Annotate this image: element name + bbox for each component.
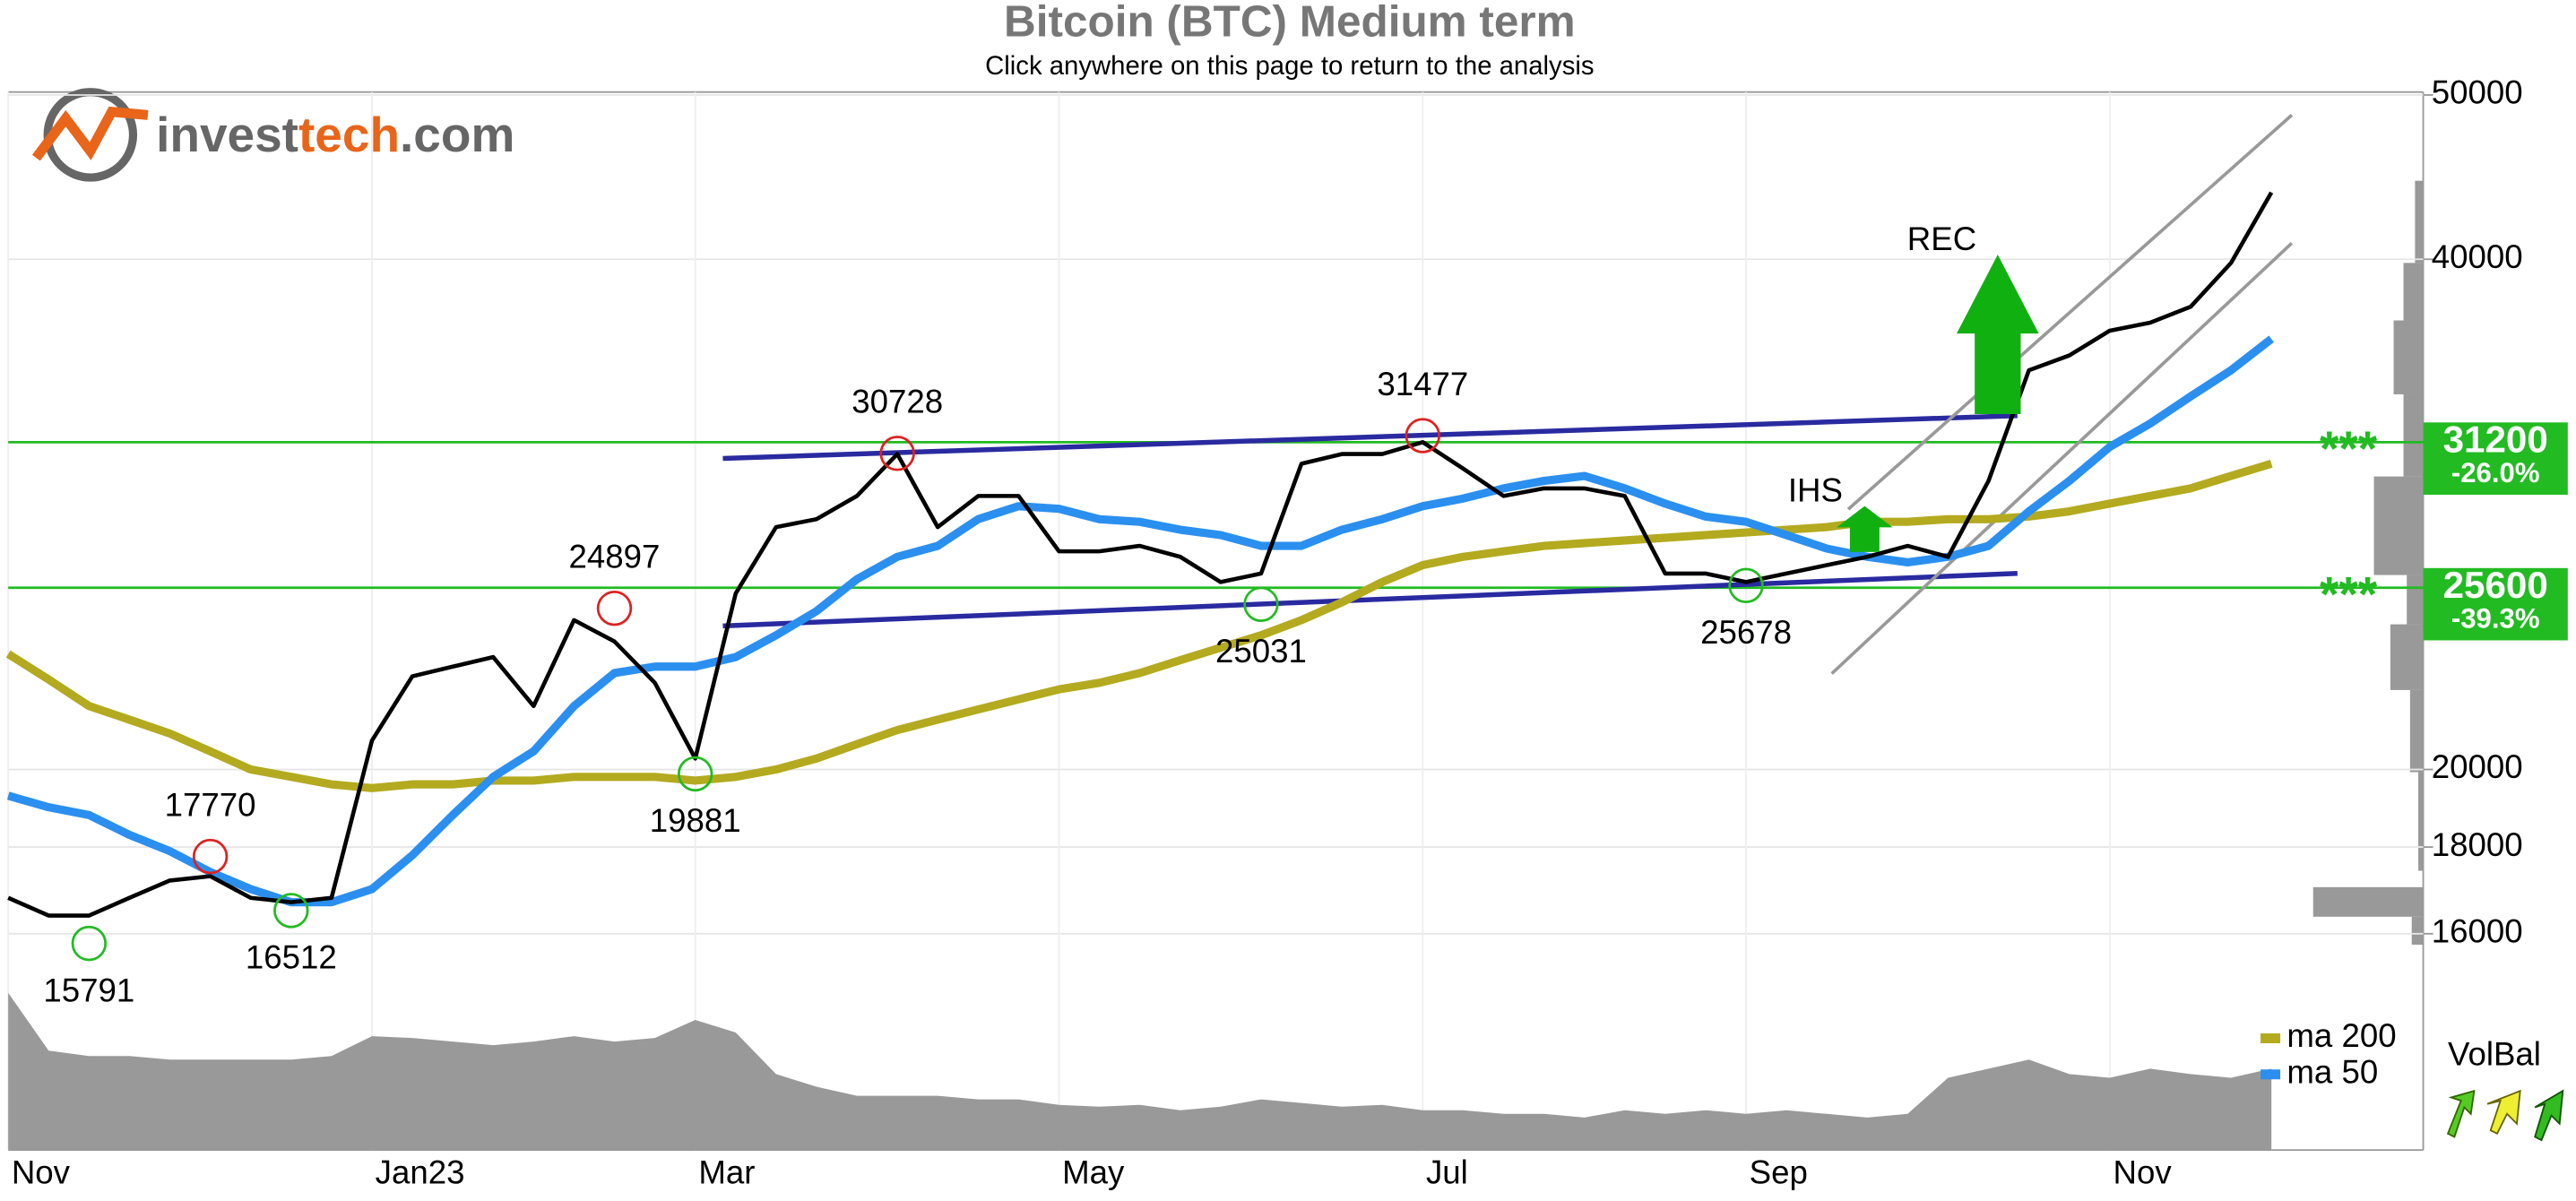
pivot-label: 19881 — [650, 802, 741, 839]
pivot-marker — [71, 925, 108, 962]
grid — [7, 91, 2433, 1151]
pivot-label: 31477 — [1377, 366, 1468, 402]
x-tick-label: Nov — [2113, 1153, 2172, 1190]
pivot-label: 25031 — [1215, 633, 1307, 670]
level-marker: *** — [2320, 566, 2378, 621]
logo-part: invest — [156, 107, 298, 162]
level-value: 31200 — [2443, 418, 2548, 460]
level-box — [2423, 422, 2568, 495]
pivot-marker — [1728, 567, 1764, 604]
pivot-marker — [596, 590, 633, 626]
logo-part: tech — [298, 107, 400, 162]
level-marker: *** — [2320, 420, 2378, 476]
level-box — [2423, 567, 2568, 641]
legend-label: ma 50 — [2286, 1053, 2378, 1090]
pivot-label: 15791 — [43, 972, 134, 1008]
indicator-arrows — [2446, 1089, 2564, 1142]
y-tick-label: 18000 — [2432, 826, 2523, 863]
pivot-label: 16512 — [246, 939, 337, 976]
pivot-marker — [1243, 586, 1279, 622]
chart-subtitle: Click anywhere on this page to return to… — [985, 51, 1594, 81]
x-tick-label: Jul — [1426, 1153, 1468, 1190]
pivot-label: 30728 — [851, 384, 943, 420]
price-line — [7, 191, 2274, 918]
pivot-label: 24897 — [569, 538, 661, 575]
pivot-label: 25678 — [1700, 614, 1792, 651]
trend-lines — [722, 114, 2294, 675]
annotation: IHS — [1788, 472, 1843, 509]
plot — [5, 191, 2274, 1151]
pivot-marker — [192, 838, 229, 875]
y-tick-label: 50000 — [2432, 74, 2523, 111]
pivot-marker — [879, 436, 915, 471]
logo: investtech.com — [31, 88, 514, 182]
logo-part: .com — [400, 107, 514, 162]
y-tick-label: 16000 — [2432, 913, 2523, 950]
x-tick-label: May — [1062, 1153, 1125, 1190]
ma-line — [5, 459, 2273, 792]
level-change: -26.0% — [2451, 457, 2540, 488]
pivot-marker — [677, 756, 713, 792]
x-tick-label: Nov — [12, 1153, 71, 1190]
level-change: -39.3% — [2451, 603, 2540, 635]
legend-label: ma 200 — [2286, 1017, 2396, 1054]
level-value: 25600 — [2443, 564, 2548, 606]
x-tick-label: Sep — [1750, 1153, 1808, 1190]
y-tick-label: 40000 — [2432, 238, 2523, 275]
pivot-marker — [1405, 418, 1441, 454]
annotation: REC — [1907, 220, 1976, 257]
y-tick-label: 20000 — [2432, 748, 2523, 785]
pivot-label: 17770 — [165, 786, 256, 823]
volume-area — [8, 992, 2272, 1151]
x-tick-label: Mar — [698, 1153, 755, 1190]
chart-title: Bitcoin (BTC) Medium term — [1004, 0, 1576, 47]
x-tick-label: Jan23 — [376, 1153, 465, 1190]
pivot-marker — [273, 893, 309, 929]
logo-text: investtech.com — [156, 107, 514, 162]
indicator-label: VolBal — [2448, 1035, 2541, 1072]
signal-arrows — [1837, 255, 2039, 552]
ma-line — [6, 335, 2274, 907]
